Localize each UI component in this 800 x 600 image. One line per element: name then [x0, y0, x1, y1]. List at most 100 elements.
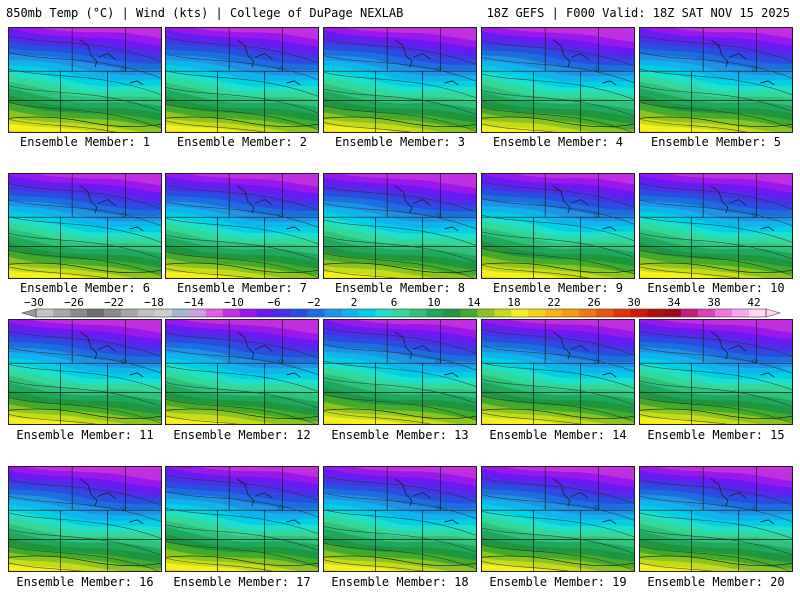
contour-line [324, 202, 476, 230]
contour-line [640, 68, 792, 95]
colorbar-swatch [545, 309, 563, 317]
contour-line [324, 105, 476, 132]
colorbar-tick-label: −10 [224, 296, 244, 309]
boundary-line [324, 262, 476, 274]
temperature-field: ☆ [324, 467, 476, 571]
lake-outline [412, 53, 431, 60]
contour-line [482, 329, 634, 356]
star-icon: ☆ [435, 65, 443, 75]
contour-line [166, 507, 318, 534]
lake-outline [552, 478, 571, 507]
contour-line [482, 494, 634, 521]
contour-line [324, 410, 432, 424]
ensemble-member-label: Ensemble Member: 3 [334, 135, 466, 149]
star-icon: ☆ [277, 504, 285, 514]
colorbar-swatch [137, 309, 156, 317]
lake-outline [552, 331, 571, 360]
boundary-line [9, 408, 161, 420]
contour-line [482, 544, 634, 571]
contour-line [9, 479, 161, 506]
boundary-line [640, 408, 792, 420]
ensemble-member-map: ☆ [323, 466, 477, 572]
ensemble-member-map: ☆ [481, 466, 635, 572]
star-icon: ☆ [277, 211, 285, 221]
contour-line [640, 266, 739, 278]
contour-line [9, 35, 161, 62]
colorbar-tick-label: 30 [627, 296, 640, 309]
ensemble-member-map: ☆ [323, 173, 477, 279]
lake-outline [79, 331, 98, 360]
lake-outline [129, 226, 144, 232]
contour-line [640, 562, 715, 571]
ensemble-member-label: Ensemble Member: 2 [176, 135, 308, 149]
lake-outline [286, 80, 301, 86]
lake-outline [412, 199, 431, 206]
contour-line [324, 509, 476, 536]
contour-line [9, 330, 161, 357]
boundary-line [166, 262, 318, 274]
lake-outline [444, 80, 459, 86]
lake-outline [602, 80, 617, 86]
colorbar-swatch [324, 309, 342, 317]
colorbar-swatch [222, 309, 241, 317]
contour-line [482, 379, 634, 406]
lake-outline [97, 345, 116, 352]
temperature-field: ☆ [640, 320, 792, 424]
temperature-band [188, 174, 318, 187]
contour-line [482, 231, 634, 258]
contour-line [482, 561, 571, 571]
temperature-field: ☆ [324, 28, 476, 132]
star-icon: ☆ [593, 504, 601, 514]
temperature-field: ☆ [166, 28, 318, 132]
colorbar-tick-label: −14 [184, 296, 204, 309]
contour-line [9, 347, 161, 374]
colorbar-swatch [392, 309, 410, 317]
contour-line [482, 40, 634, 67]
colorbar-tick-label: 42 [747, 296, 760, 309]
ensemble-member-map: ☆ [481, 319, 635, 425]
temperature-band [37, 174, 161, 186]
colorbar-swatch [511, 309, 529, 317]
lake-outline [728, 53, 747, 60]
contour-line [640, 52, 792, 79]
boundary-line [482, 262, 634, 274]
contour-line [482, 264, 590, 278]
contour-line [166, 53, 318, 80]
colorbar-swatch [290, 309, 308, 317]
ensemble-member-label: Ensemble Member: 12 [173, 428, 311, 442]
temperature-band [657, 467, 792, 481]
header: 850mb Temp (°C) | Wind (kts) | College o… [0, 0, 800, 24]
contour-line [166, 201, 318, 228]
colorbar-swatch [613, 309, 631, 317]
lake-outline [570, 492, 589, 499]
lake-outline [412, 492, 431, 499]
colorbar-swatch [460, 309, 478, 317]
contour-line [324, 476, 476, 503]
colorbar-swatch [307, 309, 325, 317]
contour-line [640, 529, 792, 556]
colorbar-swatch [341, 309, 359, 317]
colorbar-tick-label: 14 [467, 296, 481, 309]
colorbar-swatch [596, 309, 614, 317]
contour-line [324, 526, 476, 553]
colorbar-swatch [256, 309, 274, 317]
temperature-band [341, 174, 476, 188]
temperature-field: ☆ [640, 467, 792, 571]
star-icon: ☆ [120, 211, 128, 221]
contour-line [166, 474, 318, 501]
ensemble-member-label: Ensemble Member: 14 [489, 428, 627, 442]
star-icon: ☆ [120, 357, 128, 367]
contour-line [166, 524, 318, 551]
contour-line [9, 249, 161, 276]
temperature-field: ☆ [482, 320, 634, 424]
contour-line [166, 365, 318, 392]
lake-outline [728, 345, 747, 352]
ensemble-member-map: ☆ [481, 27, 635, 133]
contour-line [9, 68, 161, 95]
ensemble-member-map: ☆ [323, 319, 477, 425]
colorbar-tick-label: −22 [104, 296, 124, 309]
colorbar-tick-label: 38 [707, 296, 720, 309]
lake-outline [254, 53, 273, 60]
contour-line [324, 186, 476, 213]
colorbar-swatch [443, 309, 461, 317]
